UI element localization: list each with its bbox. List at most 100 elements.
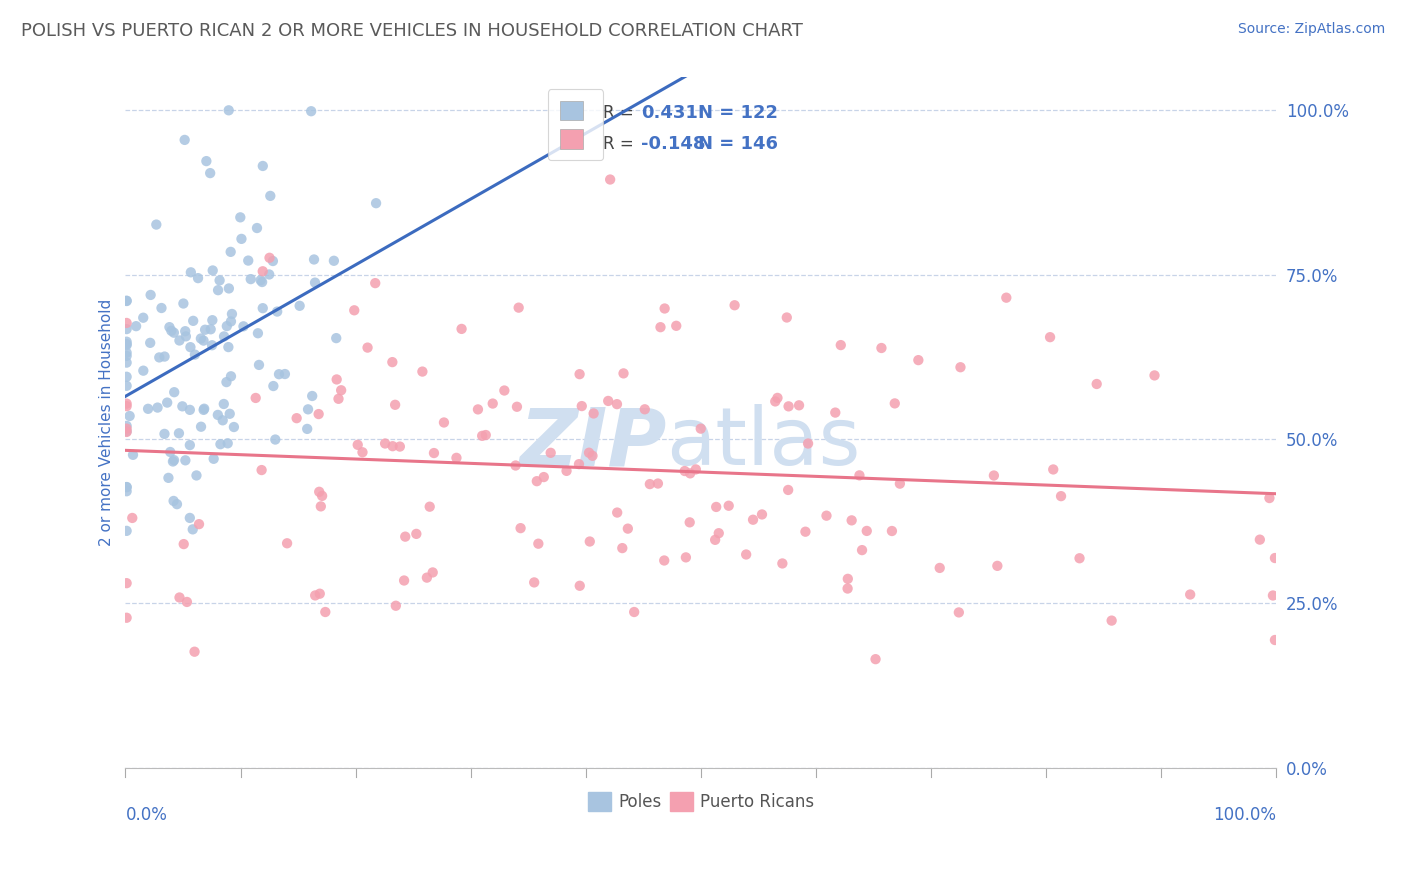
Point (555, 464, 578, 478)
Point (125, 319, 148, 334)
Point (364, 276, 387, 290)
Point (217, 340, 239, 354)
Point (250, 463, 273, 477)
Point (174, 324, 197, 338)
Point (222, 420, 245, 434)
Point (986, 558, 1008, 573)
Point (928, 561, 950, 575)
Point (384, 398, 406, 412)
Point (328, 392, 350, 406)
Point (599, 172, 621, 186)
Point (246, 221, 269, 235)
Point (115, 316, 138, 330)
Point (118, 409, 141, 423)
Point (392, 574, 415, 588)
Point (508, 301, 530, 315)
Point (763, 394, 786, 409)
Point (824, 406, 846, 420)
Point (883, 396, 905, 410)
Point (146, 401, 169, 415)
Point (201, 338, 224, 352)
Point (169, 591, 191, 605)
Point (411, 365, 433, 379)
Point (571, 399, 593, 413)
Point (467, 402, 489, 417)
Point (157, 471, 180, 485)
Point (132, 310, 155, 325)
Point (707, 526, 730, 541)
Point (742, 513, 765, 527)
Point (364, 196, 387, 211)
Point (150, 301, 173, 315)
Point (212, 397, 235, 411)
Point (870, 341, 893, 355)
Point (115, 576, 138, 591)
Point (1264, 551, 1286, 566)
Point (848, 468, 870, 483)
Point (159, 320, 181, 334)
Point (527, 537, 550, 551)
Point (176, 595, 198, 609)
Point (995, 291, 1018, 305)
Point (766, 391, 789, 405)
Point (249, 273, 271, 287)
Point (115, 484, 138, 499)
Point (865, 652, 887, 666)
Point (259, 189, 281, 203)
Point (219, 314, 242, 328)
Point (139, 335, 162, 350)
Point (285, 411, 308, 425)
Point (115, 379, 138, 393)
Point (246, 326, 269, 341)
Point (202, 451, 225, 466)
Point (193, 401, 215, 416)
Point (295, 422, 318, 436)
Point (250, 275, 273, 289)
Text: N = 122: N = 122 (699, 103, 779, 121)
Point (264, 433, 287, 447)
Point (322, 253, 344, 268)
Point (167, 426, 190, 441)
Point (173, 537, 195, 551)
Point (252, 264, 274, 278)
Point (115, 480, 138, 494)
Point (983, 468, 1005, 483)
Point (190, 419, 212, 434)
Point (163, 326, 186, 340)
Point (304, 589, 326, 603)
Point (179, 402, 201, 417)
Point (907, 353, 929, 368)
Point (247, 358, 270, 372)
Point (193, 403, 215, 417)
Point (647, 476, 669, 491)
Point (179, 511, 201, 525)
Point (180, 265, 202, 279)
Point (288, 299, 311, 313)
Point (481, 396, 503, 410)
Point (385, 599, 408, 613)
Point (121, 511, 143, 525)
Point (837, 582, 859, 596)
Y-axis label: 2 or more Vehicles in Household: 2 or more Vehicles in Household (100, 299, 114, 546)
Point (153, 426, 176, 441)
Text: atlas: atlas (666, 404, 860, 483)
Point (1069, 551, 1091, 566)
Point (325, 331, 347, 345)
Point (416, 571, 439, 585)
Point (851, 543, 873, 558)
Point (770, 557, 793, 571)
Point (314, 605, 336, 619)
Point (194, 323, 217, 337)
Point (115, 524, 138, 538)
Point (665, 318, 688, 333)
Point (259, 251, 281, 265)
Point (606, 506, 628, 520)
Point (778, 483, 800, 497)
Point (181, 522, 204, 536)
Legend: Poles, Puerto Ricans: Poles, Puerto Ricans (581, 786, 820, 818)
Point (252, 159, 274, 173)
Point (568, 579, 591, 593)
Point (163, 453, 186, 467)
Point (1261, 589, 1284, 603)
Point (115, 422, 138, 436)
